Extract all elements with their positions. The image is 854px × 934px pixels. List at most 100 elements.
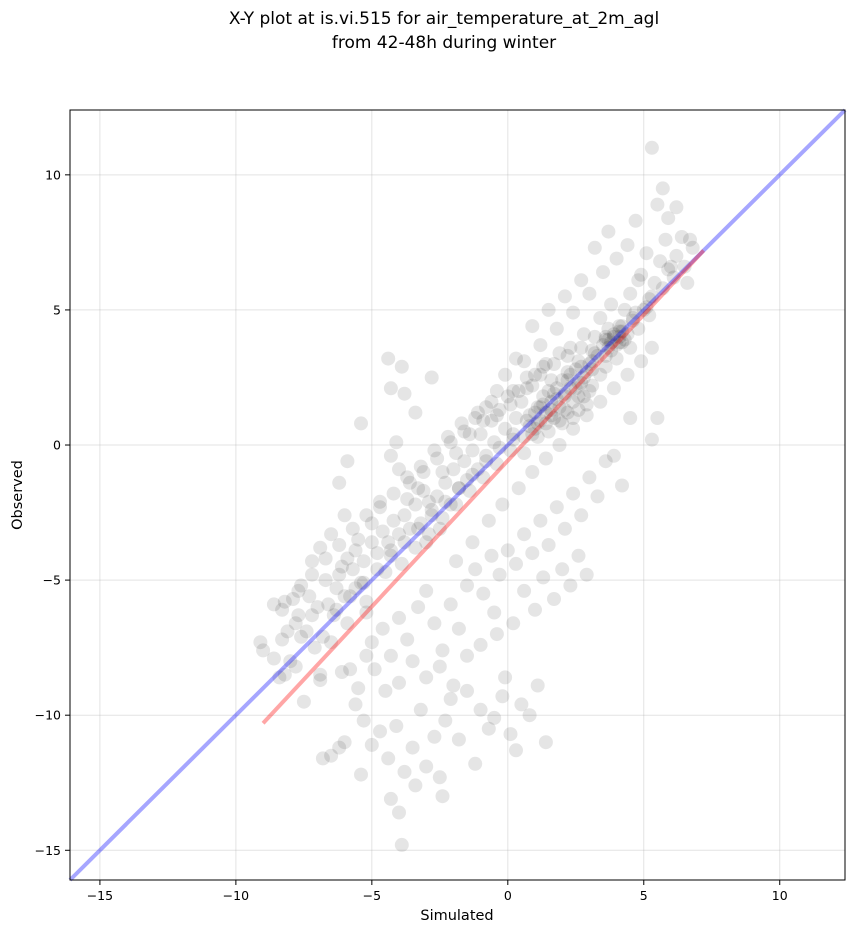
data-point (647, 275, 662, 290)
data-point (574, 508, 589, 523)
data-point (509, 556, 523, 571)
data-point (343, 589, 358, 604)
data-point (560, 405, 575, 420)
data-point (443, 597, 458, 612)
data-point (560, 373, 575, 388)
data-point (348, 697, 363, 712)
data-point (383, 381, 398, 396)
data-point (536, 389, 551, 404)
data-point (307, 640, 322, 655)
data-point (606, 327, 621, 342)
data-point (421, 494, 436, 509)
data-point (487, 605, 502, 620)
data-point (313, 667, 328, 682)
data-point (601, 340, 616, 355)
data-point (489, 627, 504, 642)
data-point (544, 394, 559, 409)
data-point (519, 381, 534, 396)
data-point (620, 327, 635, 342)
data-point (571, 548, 586, 563)
data-point (373, 724, 387, 739)
data-point (509, 743, 523, 758)
data-point (397, 508, 412, 523)
data-point (340, 616, 355, 631)
data-point (571, 402, 586, 417)
data-point (381, 351, 396, 366)
data-point (411, 481, 426, 496)
x-tick-label: 0 (504, 888, 512, 903)
data-point (533, 338, 548, 353)
data-point (498, 670, 513, 685)
data-point (525, 378, 540, 393)
data-point (460, 648, 474, 663)
data-point (544, 408, 559, 423)
data-point (449, 497, 464, 512)
data-point (549, 321, 564, 336)
data-point (392, 805, 406, 820)
data-point (590, 489, 605, 504)
data-point (457, 454, 472, 469)
data-point (506, 384, 521, 398)
data-point (514, 394, 529, 409)
x-tick-label: −15 (87, 888, 113, 903)
data-point (541, 538, 556, 552)
data-point (650, 411, 665, 425)
y-tick-label: −5 (43, 573, 61, 588)
data-point (498, 367, 513, 382)
data-point (503, 443, 518, 458)
data-point (606, 448, 621, 463)
y-tick-label: 10 (45, 167, 61, 182)
data-point (557, 289, 572, 304)
data-point (489, 456, 504, 471)
data-point (538, 451, 553, 466)
data-point (601, 321, 616, 336)
data-point (468, 756, 483, 771)
data-point (373, 500, 387, 515)
data-point (644, 289, 659, 304)
data-point (487, 435, 502, 450)
data-point (560, 348, 575, 363)
data-point (623, 340, 638, 355)
data-point (294, 629, 309, 644)
data-point (392, 462, 406, 477)
data-point (563, 578, 578, 593)
data-point (476, 586, 491, 601)
data-point (598, 359, 613, 374)
data-point (544, 373, 559, 388)
data-point (555, 416, 570, 431)
data-point (525, 546, 540, 561)
data-point (522, 408, 537, 423)
data-point (566, 394, 581, 409)
data-point (661, 211, 676, 226)
data-point (356, 713, 371, 728)
data-point (653, 254, 668, 269)
data-point (560, 365, 575, 380)
data-point (367, 662, 382, 677)
data-point (364, 737, 379, 752)
data-point (443, 692, 458, 706)
data-point (669, 248, 684, 263)
data-point (256, 643, 271, 658)
data-point (381, 535, 396, 550)
data-point (408, 497, 423, 512)
data-point (438, 475, 453, 490)
data-point (517, 429, 532, 444)
data-point (563, 367, 578, 382)
data-point (489, 408, 504, 423)
data-point (337, 508, 352, 523)
data-point (277, 667, 292, 682)
data-point (364, 535, 379, 550)
data-point (536, 359, 551, 374)
chart-subtitle: from 42-48h during winter (332, 33, 556, 53)
data-point (547, 411, 561, 425)
data-point (525, 427, 540, 442)
data-point (576, 327, 591, 342)
data-point (275, 602, 290, 617)
data-point (389, 435, 404, 450)
data-point (378, 683, 393, 698)
data-point (661, 262, 676, 277)
data-point (340, 551, 355, 566)
data-point (598, 454, 613, 469)
data-point (552, 400, 567, 415)
data-point (427, 443, 442, 458)
